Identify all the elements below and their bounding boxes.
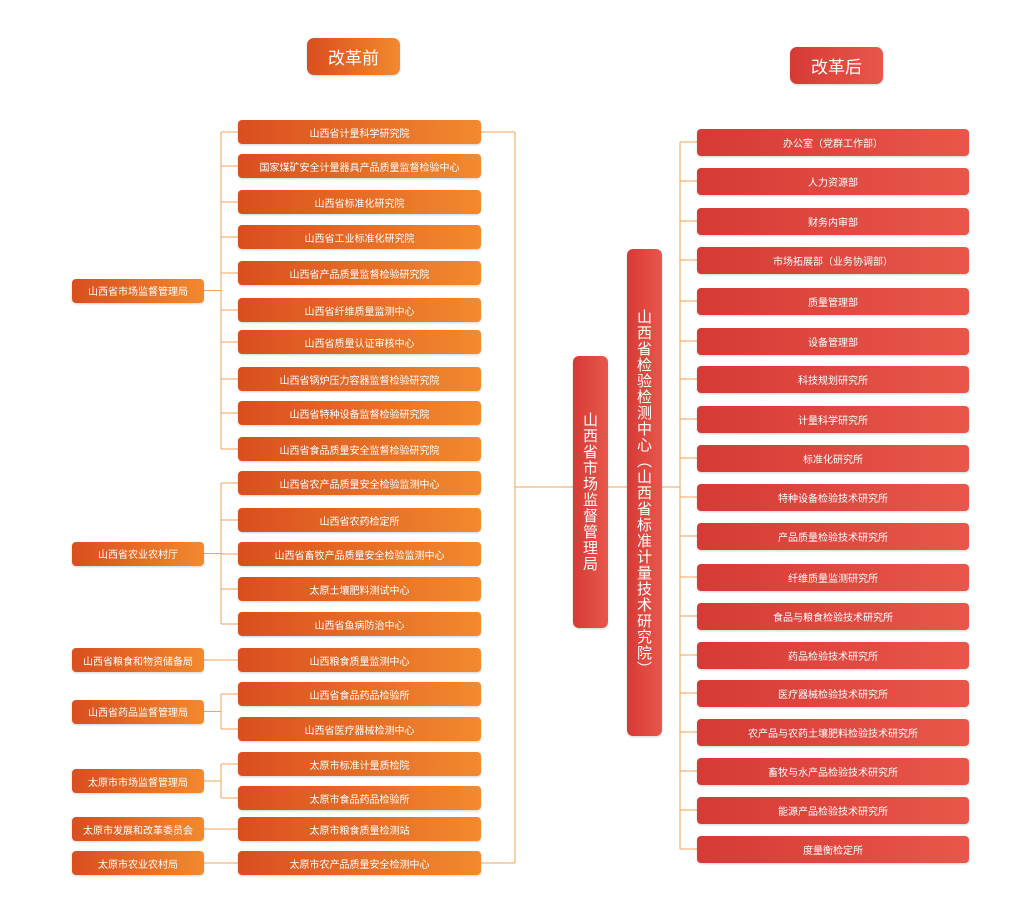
after-department: 设备管理部 [697, 327, 969, 355]
before-unit: 山西省医疗器械检测中心 [238, 717, 481, 741]
before-unit: 山西省纤维质量监测中心 [238, 298, 481, 322]
header-before-reform: 改革前 [307, 38, 400, 75]
before-unit: 太原土壤肥料测试中心 [238, 577, 481, 601]
after-department: 科技规划研究所 [697, 365, 969, 393]
before-unit: 山西省特种设备监督检验研究院 [238, 401, 481, 425]
after-department: 农产品与农药土壤肥料检验技术研究所 [697, 718, 969, 746]
before-unit: 山西省产品质量监督检验研究院 [238, 261, 481, 285]
before-unit: 山西省畜牧产品质量安全检验监测中心 [238, 542, 481, 566]
before-parent-agency: 太原市发展和改革委员会 [72, 817, 204, 841]
after-department: 特种设备检验技术研究所 [697, 483, 969, 511]
after-department: 产品质量检验技术研究所 [697, 522, 969, 550]
center-market-bureau: 山西省市场监督管理局 [573, 356, 608, 628]
before-unit: 山西省计量科学研究院 [238, 120, 481, 144]
after-department: 度量衡检定所 [697, 835, 969, 863]
header-after-reform: 改革后 [790, 47, 883, 84]
before-parent-agency: 山西省粮食和物资储备局 [72, 648, 204, 672]
before-unit: 太原市标准计量质检院 [238, 752, 481, 776]
before-unit: 太原市食品药品检验所 [238, 786, 481, 810]
before-parent-agency: 太原市市场监督管理局 [72, 769, 204, 793]
before-unit: 山西省标准化研究院 [238, 190, 481, 214]
before-unit: 山西省工业标准化研究院 [238, 225, 481, 249]
before-unit: 山西省食品质量安全监督检验研究院 [238, 437, 481, 461]
before-unit: 山西省农药检定所 [238, 508, 481, 532]
before-parent-agency: 山西省农业农村厅 [72, 541, 204, 566]
after-department: 办公室（党群工作部） [697, 128, 969, 156]
after-department: 药品检验技术研究所 [697, 641, 969, 669]
after-department: 纤维质量监测研究所 [697, 563, 969, 591]
center-inspection-center: 山西省检验检测中心（山西省标准计量技术研究院） [627, 249, 662, 736]
before-unit: 太原市粮食质量检测站 [238, 817, 481, 841]
before-parent-agency: 太原市农业农村局 [72, 851, 204, 875]
before-parent-agency: 山西省药品监督管理局 [72, 699, 204, 724]
before-parent-agency: 山西省市场监督管理局 [72, 278, 204, 303]
after-department: 能源产品检验技术研究所 [697, 796, 969, 824]
after-department: 畜牧与水产品检验技术研究所 [697, 757, 969, 785]
before-unit: 山西省质量认证审核中心 [238, 330, 481, 354]
before-unit: 山西省农产品质量安全检验监测中心 [238, 471, 481, 495]
after-department: 计量科学研究所 [697, 405, 969, 433]
after-department: 财务内审部 [697, 207, 969, 235]
after-department: 质量管理部 [697, 287, 969, 315]
after-department: 标准化研究所 [697, 444, 969, 472]
after-department: 食品与粮食检验技术研究所 [697, 602, 969, 630]
before-unit: 山西粮食质量监测中心 [238, 648, 481, 672]
before-unit: 山西省食品药品检验所 [238, 682, 481, 706]
before-unit: 太原市农产品质量安全检测中心 [238, 851, 481, 875]
before-unit: 山西省鱼病防治中心 [238, 612, 481, 636]
after-department: 人力资源部 [697, 167, 969, 195]
after-department: 医疗器械检验技术研究所 [697, 679, 969, 707]
before-unit: 山西省锅炉压力容器监督检验研究院 [238, 367, 481, 391]
after-department: 市场拓展部（业务协调部） [697, 246, 969, 274]
before-unit: 国家煤矿安全计量器具产品质量监督检验中心 [238, 154, 481, 178]
